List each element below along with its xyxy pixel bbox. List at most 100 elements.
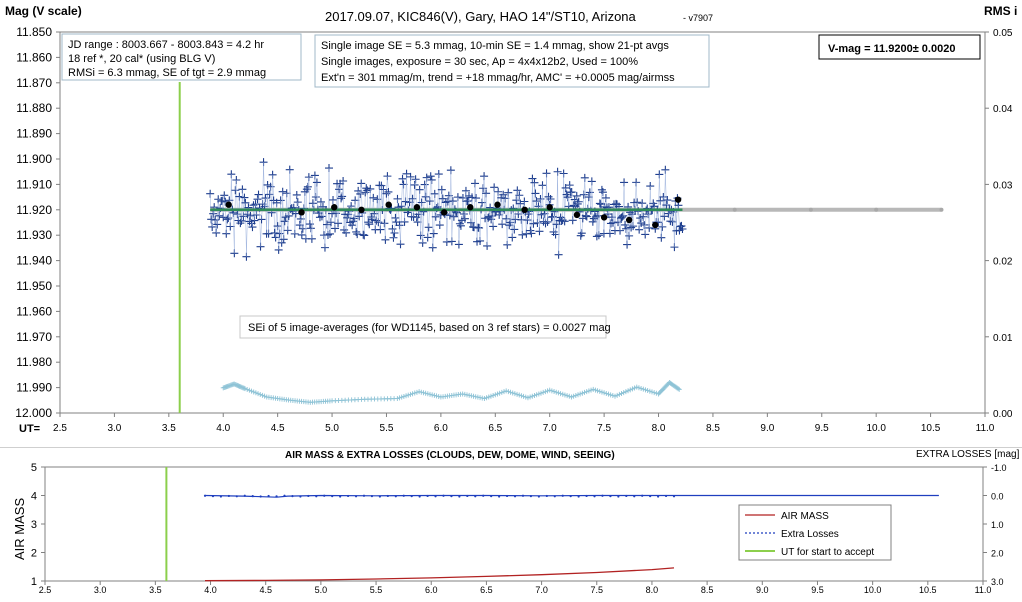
target-connector <box>305 189 308 239</box>
bottom-y2-tick-label: 1.0 <box>991 520 1004 530</box>
target-connector <box>485 193 488 246</box>
target-mag-point <box>437 185 446 194</box>
average-point <box>546 204 553 211</box>
target-connector <box>626 206 629 245</box>
target-connector <box>676 198 678 231</box>
top-version: - v7907 <box>683 13 713 23</box>
extra-losses-point <box>577 495 580 498</box>
extra-losses-point <box>418 495 421 498</box>
bottom-title: AIR MASS & EXTRA LOSSES (CLOUDS, DEW, DO… <box>285 450 615 461</box>
bottom-x-tick-label: 10.0 <box>864 585 882 595</box>
target-connector <box>471 197 474 227</box>
extra-losses-point <box>521 494 525 497</box>
target-mag-point <box>297 230 306 239</box>
target-mag-point <box>356 189 365 198</box>
extra-losses-point <box>537 495 540 498</box>
target-connector <box>369 188 371 225</box>
extra-losses-point <box>410 495 413 498</box>
target-connector <box>273 200 275 233</box>
target-connector <box>608 207 611 234</box>
extra-losses-point <box>617 495 620 498</box>
target-connector <box>268 194 270 234</box>
extra-losses-point <box>442 494 445 497</box>
target-connector <box>602 192 605 234</box>
vmag-box: V-mag = 11.9200± 0.0020 <box>818 34 981 60</box>
extra-losses-point <box>657 495 660 498</box>
bottom-x-tick-label: 7.5 <box>591 585 604 595</box>
target-mag-point <box>640 220 649 229</box>
target-connector <box>673 211 675 248</box>
target-mag-point <box>410 180 419 189</box>
bottom-x-tick-label: 10.5 <box>919 585 937 595</box>
extra-losses-point <box>498 495 501 498</box>
target-connector <box>479 209 482 241</box>
extra-losses-point <box>641 494 644 497</box>
target-connector <box>262 162 264 205</box>
extra-losses-point <box>633 495 636 498</box>
extra-losses-point <box>553 495 556 498</box>
summary-box: JD range : 8003.667 - 8003.843 = 4.2 hr … <box>61 33 302 81</box>
target-mag-point <box>633 198 642 207</box>
target-connector <box>356 190 359 235</box>
rms-line <box>223 381 680 403</box>
extra-losses-point <box>664 494 668 498</box>
x-tick-label: 3.5 <box>162 423 176 434</box>
target-connector <box>438 174 441 226</box>
target-connector <box>209 193 212 220</box>
target-connector <box>564 187 566 222</box>
sei-note: SEi of 5 image-averages (for WD1145, bas… <box>248 322 611 334</box>
target-connector <box>562 173 564 220</box>
target-mag-point <box>270 228 279 237</box>
target-mag-point <box>329 195 338 204</box>
target-connector <box>337 189 340 224</box>
extra-losses-point <box>672 495 676 498</box>
x-tick-label: 5.5 <box>380 423 394 434</box>
target-connector <box>522 209 524 235</box>
airmass-line <box>204 567 675 582</box>
extra-losses-point <box>275 495 278 498</box>
target-connector <box>623 182 626 225</box>
x-tick-label: 4.5 <box>271 423 285 434</box>
bottom-x-tick-label: 9.0 <box>756 585 769 595</box>
target-connector <box>230 174 232 227</box>
bottom-y-tick-label: 5 <box>31 462 37 474</box>
legend-accept-label: UT for start to accept <box>781 547 874 558</box>
target-connector <box>403 184 405 222</box>
target-connector <box>322 206 325 236</box>
target-connector <box>364 192 366 236</box>
y-tick-label: 11.910 <box>16 177 52 191</box>
target-connector <box>282 191 284 240</box>
bottom-x-tick-label: 8.5 <box>701 585 714 595</box>
target-connector <box>413 184 415 217</box>
model-point <box>939 207 944 212</box>
target-mag-point <box>361 188 370 197</box>
average-point <box>573 211 581 219</box>
top-title: 2017.09.07, KIC846(V), Gary, HAO 14"/ST1… <box>325 9 637 24</box>
average-point <box>494 201 501 208</box>
extra-losses-point <box>339 495 342 498</box>
extra-losses-point <box>211 495 215 498</box>
target-connector <box>531 178 533 234</box>
target-connector <box>660 200 662 238</box>
target-connector <box>451 201 454 242</box>
target-connector <box>558 220 560 255</box>
top-ylabel-right: RMS i <box>984 4 1017 18</box>
extra-losses-point <box>490 495 493 498</box>
target-connector <box>357 190 360 217</box>
target-connector <box>265 198 267 234</box>
target-mag-point <box>456 221 465 230</box>
target-connector <box>308 177 311 225</box>
target-mag-point <box>678 225 687 234</box>
average-point <box>652 221 659 229</box>
x-tick-label: 6.0 <box>434 423 448 434</box>
top-ylabel-left: Mag (V scale) <box>5 4 82 18</box>
target-connector <box>590 181 593 211</box>
extra-losses-point <box>386 494 389 498</box>
target-connector <box>422 211 424 243</box>
y2-tick-label: 0.02 <box>993 257 1013 268</box>
extra-losses-point <box>434 495 437 498</box>
extra-losses-point <box>346 494 350 498</box>
target-mag-point <box>335 185 344 194</box>
x-tick-label: 10.5 <box>921 423 941 434</box>
extra-losses-point <box>545 494 548 498</box>
